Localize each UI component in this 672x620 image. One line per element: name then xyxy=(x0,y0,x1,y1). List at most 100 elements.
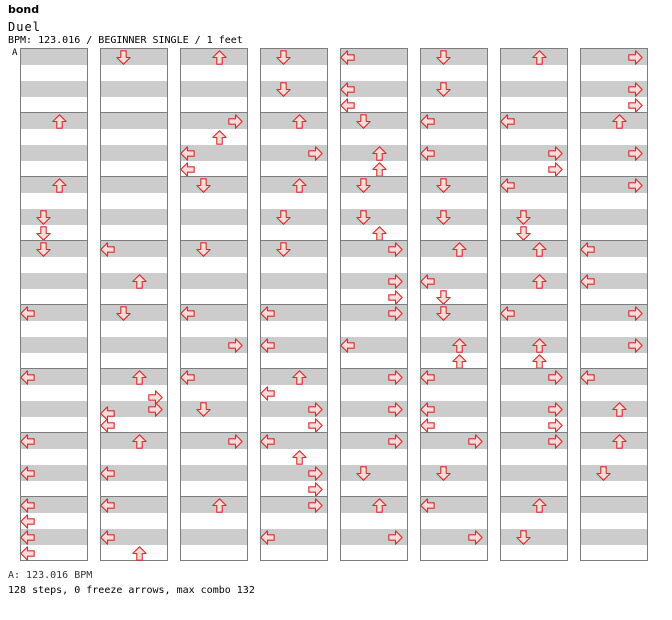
footer-bpm: A: 123.016 BPM xyxy=(8,570,93,581)
section-marker: A xyxy=(12,48,18,58)
beat-band xyxy=(341,241,407,257)
beat-band xyxy=(21,337,87,353)
arrow-up-icon xyxy=(451,241,467,257)
beat-band xyxy=(501,369,567,385)
arrow-up-icon xyxy=(291,177,307,193)
beat-band xyxy=(101,81,167,97)
arrow-up-icon xyxy=(211,129,227,145)
arrow-down-icon xyxy=(195,241,211,257)
beat-band xyxy=(21,305,87,321)
measure xyxy=(260,112,328,177)
beat-band xyxy=(181,305,247,321)
chart-column xyxy=(259,48,328,561)
beat-band xyxy=(501,209,567,225)
arrow-left-icon xyxy=(19,497,35,513)
arrow-up-icon xyxy=(611,433,627,449)
arrow-left-icon xyxy=(99,417,115,433)
beat-band xyxy=(181,113,247,129)
beat-band xyxy=(101,113,167,129)
arrow-right-icon xyxy=(387,529,403,545)
beat-band xyxy=(421,369,487,385)
arrow-down-icon xyxy=(195,401,211,417)
measure xyxy=(179,368,248,433)
chart-column xyxy=(419,48,488,561)
arrow-right-icon xyxy=(627,337,643,353)
measure xyxy=(499,304,568,369)
arrow-left-icon xyxy=(259,385,275,401)
measure xyxy=(499,112,568,177)
arrow-up-icon xyxy=(291,449,307,465)
measure xyxy=(340,368,408,433)
beat-band xyxy=(181,337,247,353)
beat-band xyxy=(581,241,647,257)
beat-band xyxy=(581,369,647,385)
arrow-right-icon xyxy=(387,401,403,417)
measure xyxy=(340,240,408,305)
measure xyxy=(20,176,88,241)
arrow-down-icon xyxy=(275,81,291,97)
arrow-left-icon xyxy=(19,545,35,561)
arrow-up-icon xyxy=(371,497,387,513)
beat-band xyxy=(101,465,167,481)
measure xyxy=(180,176,248,241)
measure xyxy=(259,496,328,561)
arrow-right-icon xyxy=(307,145,323,161)
arrow-right-icon xyxy=(227,337,243,353)
arrow-down-icon xyxy=(115,49,131,65)
chart-column xyxy=(19,48,88,561)
arrow-right-icon xyxy=(467,529,483,545)
chart-column xyxy=(499,48,568,561)
arrow-left-icon xyxy=(339,97,355,113)
beat-band xyxy=(21,49,87,65)
measure xyxy=(180,432,248,497)
beat-band xyxy=(341,433,407,449)
beat-band xyxy=(181,177,247,193)
arrow-right-icon xyxy=(547,417,563,433)
beat-band xyxy=(21,241,87,257)
beat-band xyxy=(181,273,247,289)
beat-band xyxy=(101,49,167,65)
measure xyxy=(20,112,88,177)
beat-band xyxy=(341,273,407,289)
beat-band xyxy=(501,145,567,161)
beat-band xyxy=(181,529,247,545)
measure xyxy=(419,240,488,305)
measure xyxy=(419,496,488,561)
arrow-left-icon xyxy=(419,369,435,385)
arrow-up-icon xyxy=(291,369,307,385)
arrow-left-icon xyxy=(579,241,595,257)
beat-band xyxy=(501,433,567,449)
arrow-left-icon xyxy=(419,273,435,289)
beat-band xyxy=(181,401,247,417)
measure xyxy=(260,48,328,113)
arrow-left-icon xyxy=(259,305,275,321)
arrow-right-icon xyxy=(387,241,403,257)
beat-band xyxy=(261,241,327,257)
beat-band xyxy=(21,81,87,97)
arrow-left-icon xyxy=(259,337,275,353)
beat-band xyxy=(21,401,87,417)
beat-band xyxy=(261,529,327,545)
beat-band xyxy=(101,241,167,257)
arrow-down-icon xyxy=(595,465,611,481)
arrow-left-icon xyxy=(499,113,515,129)
arrow-left-icon xyxy=(579,369,595,385)
beat-band xyxy=(341,529,407,545)
arrow-left-icon xyxy=(339,49,355,65)
beat-band xyxy=(181,369,247,385)
arrow-up-icon xyxy=(531,241,547,257)
arrow-left-icon xyxy=(99,529,115,545)
beat-band xyxy=(101,529,167,545)
beat-band xyxy=(261,497,327,513)
beat-band xyxy=(501,465,567,481)
measure xyxy=(420,432,488,497)
arrow-right-icon xyxy=(307,401,323,417)
arrow-down-icon xyxy=(435,177,451,193)
arrow-down-icon xyxy=(35,225,51,241)
beat-band xyxy=(181,433,247,449)
beat-band xyxy=(501,81,567,97)
measure xyxy=(19,496,88,561)
footer-stats: 128 steps, 0 freeze arrows, max combo 13… xyxy=(8,585,255,596)
beat-band xyxy=(421,145,487,161)
beat-band xyxy=(101,145,167,161)
